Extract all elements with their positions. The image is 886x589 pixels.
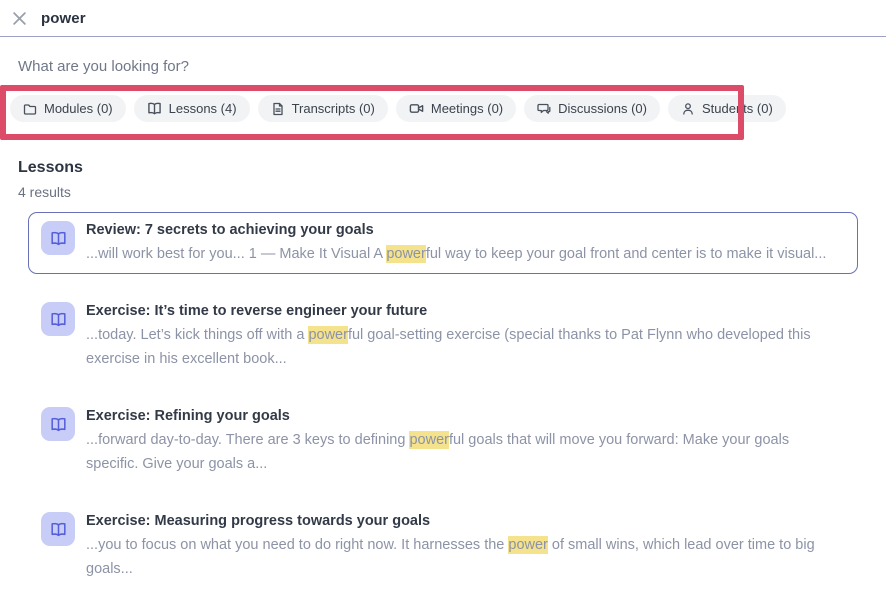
- filter-chip-label: Lessons (4): [168, 101, 237, 116]
- filter-chips-row: Modules (0) Lessons (4) Transcripts (0) …: [10, 95, 868, 122]
- book-open-icon: [41, 512, 75, 546]
- result-title: Exercise: Refining your goals: [86, 408, 290, 424]
- result-snippet: ...you to focus on what you need to do r…: [86, 536, 815, 577]
- result-item[interactable]: Review: 7 secrets to achieving your goal…: [28, 212, 858, 274]
- search-results-panel: What are you looking for? Modules (0) Le…: [0, 58, 886, 589]
- results-list: Review: 7 secrets to achieving your goal…: [28, 212, 858, 589]
- search-modal: { "header": { "query": "power", "close_i…: [0, 0, 886, 577]
- result-snippet: ...will work best for you... 1 — Make It…: [86, 245, 827, 263]
- result-item[interactable]: Exercise: Measuring progress towards you…: [28, 503, 858, 589]
- highlighted-term: power: [508, 536, 548, 554]
- filter-chip-discussions[interactable]: Discussions (0): [524, 95, 660, 122]
- filter-chip-label: Students (0): [701, 101, 773, 116]
- book-open-icon: [147, 101, 162, 116]
- result-title: Exercise: It’s time to reverse engineer …: [86, 303, 428, 319]
- person-icon: [681, 102, 695, 116]
- result-snippet: ...forward day-to-day. There are 3 keys …: [86, 431, 790, 472]
- highlighted-term: power: [386, 245, 426, 263]
- book-open-icon: [41, 221, 75, 255]
- video-icon: [409, 101, 424, 116]
- close-icon[interactable]: [10, 9, 28, 27]
- result-snippet: ...today. Let’s kick things off with a p…: [86, 326, 811, 367]
- filter-chip-students[interactable]: Students (0): [667, 95, 786, 122]
- result-title: Exercise: Measuring progress towards you…: [86, 513, 431, 529]
- book-open-icon: [41, 407, 75, 441]
- result-title: Review: 7 secrets to achieving your goal…: [86, 222, 374, 238]
- search-header: power: [0, 0, 886, 37]
- search-query[interactable]: power: [41, 9, 86, 27]
- book-open-icon: [41, 302, 75, 336]
- section-title: Lessons: [18, 159, 83, 176]
- result-count: 4 results: [18, 184, 71, 200]
- chat-icon: [537, 102, 551, 116]
- folder-icon: [23, 102, 37, 116]
- filter-chip-label: Meetings (0): [430, 101, 504, 116]
- filter-chip-transcripts[interactable]: Transcripts (0): [257, 95, 388, 122]
- highlighted-term: power: [409, 431, 449, 449]
- filter-chip-meetings[interactable]: Meetings (0): [395, 95, 517, 122]
- filter-chip-label: Modules (0): [44, 101, 113, 116]
- filter-chip-label: Transcripts (0): [291, 101, 375, 116]
- document-icon: [271, 102, 285, 116]
- prompt-label: What are you looking for?: [18, 58, 189, 75]
- result-item[interactable]: Exercise: Refining your goals ...forward…: [28, 398, 858, 484]
- result-item[interactable]: Exercise: It’s time to reverse engineer …: [28, 293, 858, 379]
- filter-chip-modules[interactable]: Modules (0): [10, 95, 126, 122]
- highlighted-term: power: [308, 326, 348, 344]
- filter-chip-label: Discussions (0): [558, 101, 647, 116]
- filter-chip-lessons[interactable]: Lessons (4): [133, 95, 250, 122]
